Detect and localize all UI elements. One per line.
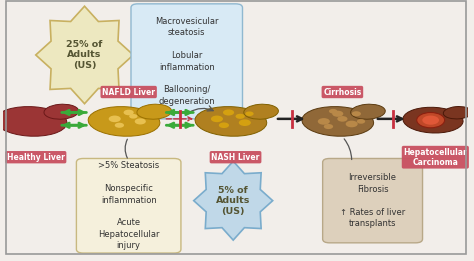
Ellipse shape [302,106,374,136]
Circle shape [417,112,445,128]
Circle shape [329,109,337,114]
FancyBboxPatch shape [76,158,181,253]
Ellipse shape [0,106,67,136]
Circle shape [129,114,137,118]
Circle shape [357,119,365,124]
Ellipse shape [195,106,267,136]
FancyBboxPatch shape [131,4,243,119]
Ellipse shape [137,104,172,119]
Circle shape [211,116,223,122]
Text: 25% of
Adults
(US): 25% of Adults (US) [66,40,103,70]
Circle shape [422,116,439,125]
Circle shape [124,110,134,115]
Text: >5% Steatosis

Nonspecific
inflammation

Acute
Hepatocellular
injury: >5% Steatosis Nonspecific inflammation A… [98,161,159,250]
Circle shape [109,116,121,122]
Polygon shape [194,161,273,240]
Text: Hepatocellular
Carcinoma: Hepatocellular Carcinoma [403,147,467,167]
Text: NASH Liver: NASH Liver [211,153,260,162]
Circle shape [245,111,254,116]
Circle shape [337,116,347,122]
Circle shape [239,119,251,126]
Circle shape [352,111,361,116]
Circle shape [318,118,330,125]
Circle shape [115,123,124,128]
Circle shape [223,109,234,116]
Text: 5% of
Adults
(US): 5% of Adults (US) [216,186,250,216]
Ellipse shape [244,104,278,119]
Text: Irreversible
Fibrosis

↑ Rates of liver
transplants: Irreversible Fibrosis ↑ Rates of liver t… [340,173,405,228]
Text: NAFLD Liver: NAFLD Liver [102,87,155,97]
Circle shape [346,121,358,127]
Text: Macrovesicular
steatosis

Lobular
inflammation

Ballooning/
degeneration: Macrovesicular steatosis Lobular inflamm… [155,17,219,106]
Ellipse shape [351,104,385,119]
Ellipse shape [403,107,463,133]
Circle shape [324,124,333,129]
Ellipse shape [88,106,160,136]
Polygon shape [36,6,133,104]
Ellipse shape [443,106,472,119]
Circle shape [135,118,146,124]
Circle shape [219,122,229,128]
Text: Cirrhosis: Cirrhosis [323,87,362,97]
Ellipse shape [44,104,79,119]
Text: Healthy Liver: Healthy Liver [7,153,64,162]
Circle shape [236,114,245,119]
FancyBboxPatch shape [323,158,422,243]
Circle shape [332,111,343,117]
